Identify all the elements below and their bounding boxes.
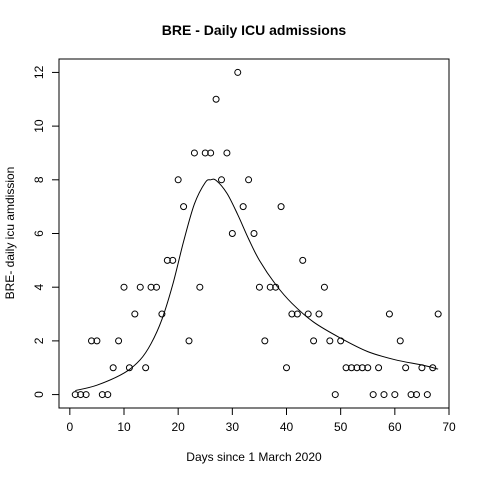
data-point [245,176,253,184]
x-tick-label: 70 [442,420,456,434]
data-point [423,391,431,399]
data-point [320,283,328,291]
data-point [250,230,258,237]
y-tick-label: 2 [32,337,46,344]
x-tick-label: 60 [388,420,402,434]
data-points [71,68,442,399]
data-point [413,391,420,399]
chart-title: BRE - Daily ICU admissions [162,22,347,38]
data-point [396,337,404,345]
data-point [353,364,361,372]
data-point [147,283,155,291]
data-point [158,310,166,318]
data-point [120,283,128,291]
data-point [391,391,399,399]
data-point [234,68,242,76]
data-point [304,310,312,318]
data-point [77,391,85,399]
x-tick-label: 20 [171,420,185,434]
data-point [255,283,263,291]
x-axis-label: Days since 1 March 2020 [186,450,322,464]
y-tick-label: 0 [32,391,46,398]
data-point [299,256,307,264]
data-point [369,391,377,399]
data-point [288,310,296,318]
data-point [142,364,150,372]
data-point [174,176,182,184]
data-point [310,337,318,345]
data-point [201,149,209,157]
data-point [223,149,231,157]
data-point [326,337,334,345]
data-point [71,391,79,399]
data-point [407,391,415,399]
data-point [342,364,350,372]
data-point [196,283,204,291]
data-point [358,364,366,372]
data-point [212,95,220,103]
data-point [239,203,247,211]
x-tick-label: 40 [280,420,294,434]
data-point [218,176,225,184]
data-point [109,364,117,372]
data-point [315,310,323,318]
data-point [115,337,123,345]
data-point [136,283,144,291]
data-point [180,203,188,211]
y-tick-label: 4 [32,284,46,291]
data-point [93,337,101,345]
x-tick-label: 0 [66,420,73,434]
y-tick-label: 12 [32,65,46,79]
data-point [348,364,355,372]
data-point [402,364,410,372]
x-tick-label: 30 [226,420,240,434]
data-point [169,256,177,264]
data-point [293,310,301,318]
y-axis-label: BRE- daily icu amdission [3,167,17,300]
data-point [277,203,285,211]
data-point [283,364,290,372]
plot-box [58,58,450,409]
data-point [380,391,388,399]
data-point [434,310,442,318]
data-point [163,256,171,264]
data-point [331,391,339,399]
data-point [207,149,215,157]
y-tick-label: 6 [32,230,46,237]
fit-line [75,178,439,392]
data-point [104,391,112,399]
data-point [364,364,372,372]
data-point [228,230,236,237]
data-point [185,337,193,345]
data-point [131,310,139,318]
data-point [429,364,437,372]
data-point [385,310,393,318]
x-tick-label: 50 [334,420,348,434]
data-point [190,149,198,157]
data-point [98,391,106,399]
data-point [82,391,90,399]
data-point [261,337,269,345]
data-point [266,283,274,291]
data-point [153,283,160,291]
y-tick-label: 8 [32,176,46,183]
data-point [88,337,95,345]
x-tick-label: 10 [117,420,131,434]
y-tick-label: 10 [32,119,46,133]
y-axis: 0 2 4 6 8 10 12 [32,65,60,398]
data-point [375,364,383,372]
x-axis: 0 10 20 30 40 50 60 70 [66,407,456,434]
